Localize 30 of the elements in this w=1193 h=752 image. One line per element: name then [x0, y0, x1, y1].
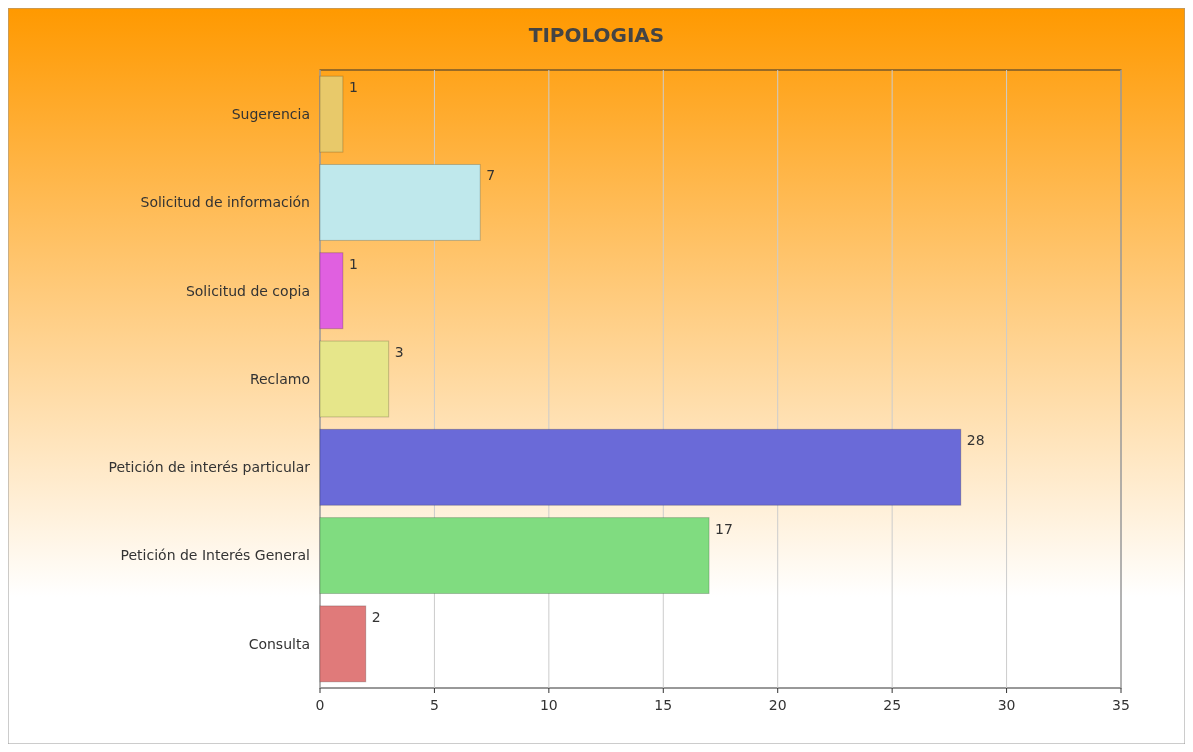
data-label: 3: [394, 344, 404, 361]
x-tick-label: 20: [768, 697, 787, 713]
data-label: 7: [486, 167, 496, 184]
data-label: 28: [966, 432, 985, 449]
x-tick-label: 30: [997, 697, 1016, 713]
y-tick-label: Petición de Interés General: [120, 547, 310, 564]
bar: [319, 517, 710, 595]
bar: [319, 163, 481, 241]
bar: [319, 428, 962, 506]
x-tick-label: 5: [429, 697, 439, 713]
bar: [319, 605, 367, 683]
data-label: 17: [715, 520, 733, 537]
bar: [319, 75, 344, 153]
y-tick-label: Solicitud de copia: [185, 282, 310, 299]
y-tick-label: Consulta: [248, 635, 310, 652]
data-label: 2: [371, 608, 381, 625]
bar: [319, 252, 344, 330]
y-tick-label: Petición de interés particular: [108, 459, 311, 476]
chart-title: TIPOLOGIAS: [528, 23, 665, 47]
data-label: 1: [348, 255, 358, 272]
x-tick-label: 0: [315, 697, 325, 713]
data-label: 1: [348, 79, 358, 96]
x-tick-label: 10: [539, 697, 558, 713]
y-tick-label: Solicitud de información: [140, 194, 310, 211]
x-tick-label: 25: [883, 697, 902, 713]
bar: [319, 340, 390, 418]
x-tick-label: 35: [1112, 697, 1130, 713]
x-tick-label: 15: [654, 697, 673, 713]
y-tick-label: Reclamo: [249, 370, 310, 387]
y-tick-label: Sugerencia: [231, 106, 310, 123]
